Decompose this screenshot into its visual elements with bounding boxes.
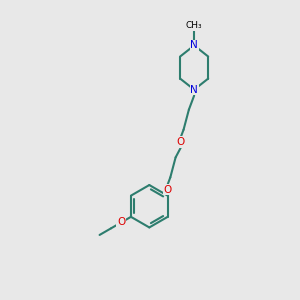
- Text: O: O: [117, 218, 125, 227]
- Text: N: N: [190, 85, 198, 94]
- Text: N: N: [190, 40, 198, 50]
- Text: O: O: [164, 185, 172, 195]
- Text: CH₃: CH₃: [186, 21, 202, 30]
- Text: O: O: [177, 137, 185, 147]
